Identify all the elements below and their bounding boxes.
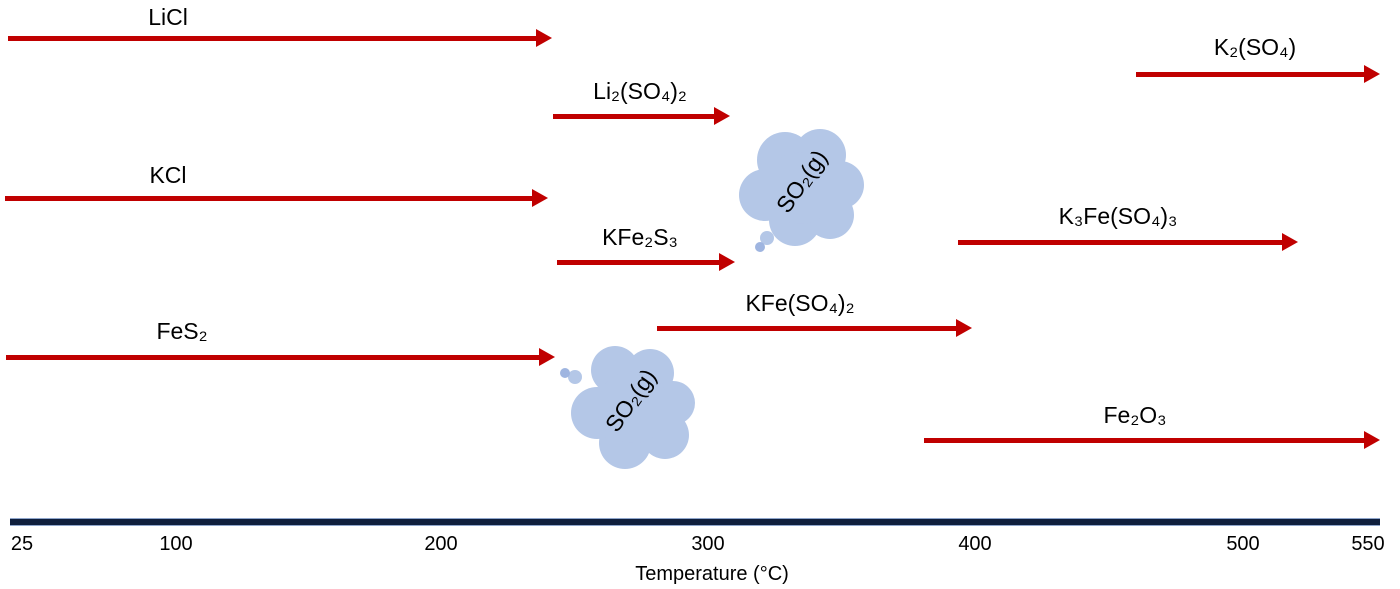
kfeso4-label: KFe(SO₄)₂ — [745, 290, 855, 316]
kfe2s3-arrow — [557, 253, 735, 271]
tick-550: 550 — [1351, 533, 1385, 555]
li2so4-label: Li₂(SO₄)₂ — [593, 78, 687, 104]
k3feso4-arrow — [958, 233, 1298, 251]
so2-cloud-lower: SO₂(g) — [555, 335, 705, 475]
tick-100: 100 — [159, 533, 193, 555]
kfeso4-arrow — [657, 319, 972, 337]
li2so4-arrow — [553, 107, 730, 125]
cloud-icon — [560, 346, 695, 469]
fe2o3-arrow — [924, 431, 1380, 449]
tick-300: 300 — [691, 533, 725, 555]
tick-200: 200 — [424, 533, 458, 555]
so2-cloud-upper: SO₂(g) — [730, 120, 870, 260]
kfe2s3-label: KFe₂S₃ — [602, 224, 678, 250]
fes2-label: FeS₂ — [156, 318, 208, 344]
axis-title: Temperature (°C) — [635, 563, 789, 585]
tick-400: 400 — [958, 533, 992, 555]
fes2-arrow — [6, 348, 555, 366]
licl-arrow — [8, 29, 552, 47]
kcl-arrow — [5, 189, 548, 207]
cloud-icon — [739, 129, 864, 252]
temperature-axis — [10, 518, 1380, 526]
k3feso4-label: K₃Fe(SO₄)₃ — [1058, 203, 1178, 229]
fe2o3-label: Fe₂O₃ — [1103, 402, 1167, 428]
k2so4-arrow — [1136, 65, 1380, 83]
kcl-label: KCl — [149, 162, 187, 188]
licl-label: LiCl — [148, 4, 188, 30]
tick-25: 25 — [10, 533, 34, 555]
tick-500: 500 — [1226, 533, 1260, 555]
k2so4-label: K₂(SO₄) — [1213, 34, 1297, 60]
